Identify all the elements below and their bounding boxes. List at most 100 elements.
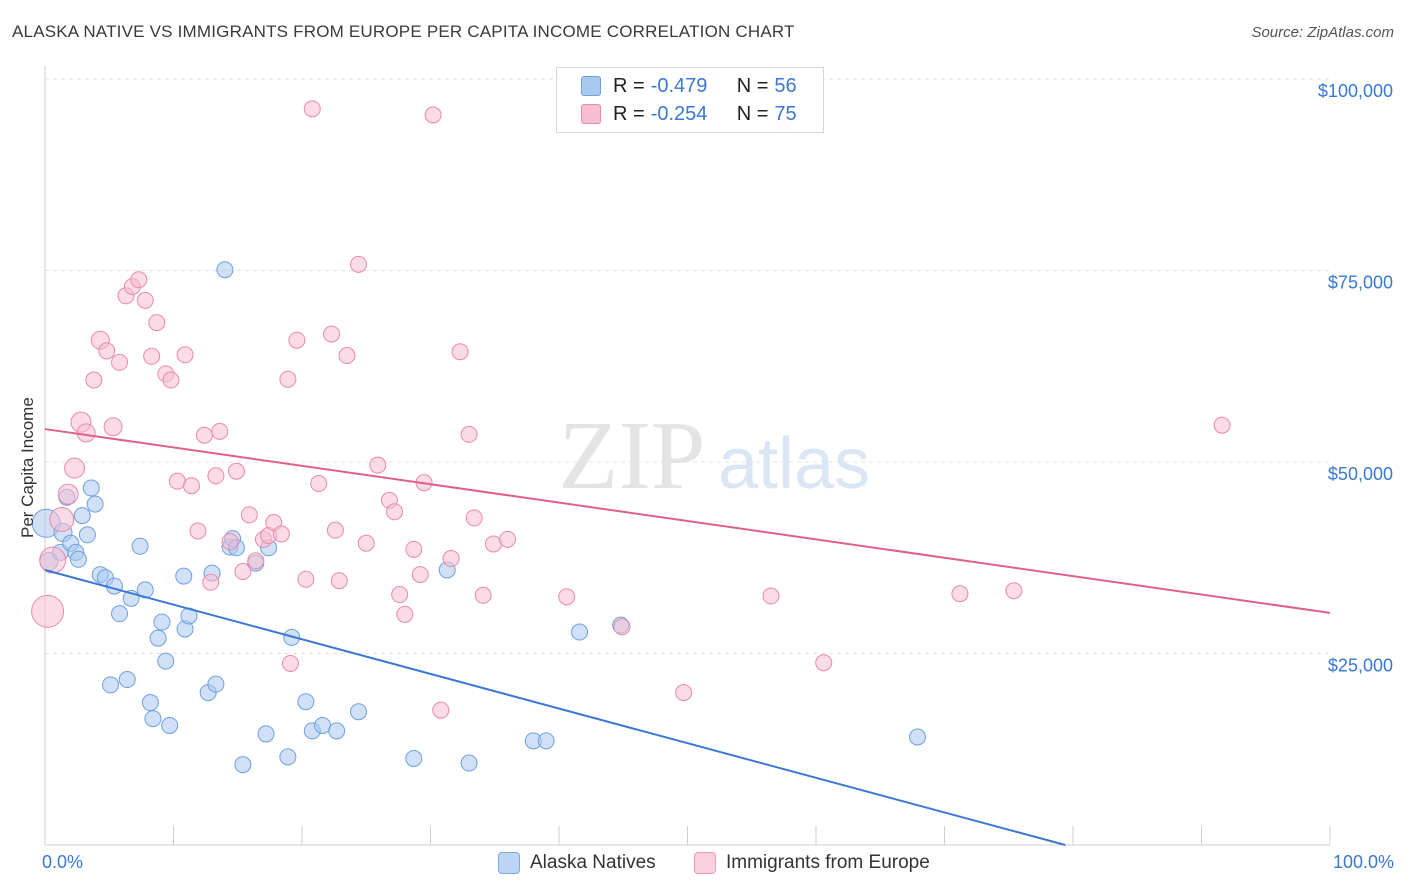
legend-item-immigrants-europe: Immigrants from Europe bbox=[694, 852, 930, 874]
point-series0-16 bbox=[111, 605, 129, 623]
point-series0-53 bbox=[571, 623, 589, 641]
y-tick-label-0: $25,000 bbox=[1328, 656, 1393, 676]
point-series0-14 bbox=[102, 676, 120, 694]
point-series0-32 bbox=[207, 675, 225, 693]
point-series1-19 bbox=[162, 371, 180, 389]
point-series0-7 bbox=[69, 550, 87, 568]
point-series0-55 bbox=[909, 728, 927, 746]
point-series1-43 bbox=[323, 325, 341, 343]
point-series0-48 bbox=[405, 749, 423, 767]
point-series0-19 bbox=[131, 537, 149, 555]
point-series1-60 bbox=[451, 343, 469, 361]
y-tick-label-2: $75,000 bbox=[1328, 273, 1393, 293]
point-series1-10 bbox=[103, 417, 123, 437]
point-series0-37 bbox=[234, 756, 252, 774]
point-series0-41 bbox=[279, 748, 297, 766]
point-series1-24 bbox=[195, 426, 213, 444]
watermark: ZIP atlas bbox=[559, 402, 871, 510]
point-series1-29 bbox=[227, 462, 245, 480]
legend-n-label: N = bbox=[736, 74, 769, 97]
point-series1-25 bbox=[202, 573, 220, 591]
point-series1-71 bbox=[951, 585, 969, 603]
point-series1-11 bbox=[111, 353, 129, 371]
point-series0-27 bbox=[175, 567, 193, 585]
y-tick-label-3: $100,000 bbox=[1318, 81, 1393, 101]
legend-r-label: R = bbox=[613, 74, 645, 97]
point-series1-62 bbox=[465, 509, 483, 527]
point-series1-39 bbox=[288, 331, 306, 349]
trend-line-series0 bbox=[44, 569, 1066, 846]
point-series1-63 bbox=[474, 586, 492, 604]
legend-r-value: -0.254 bbox=[650, 102, 708, 125]
point-series1-44 bbox=[326, 521, 344, 539]
point-series0-23 bbox=[149, 629, 167, 647]
point-series1-69 bbox=[762, 587, 780, 605]
point-series1-37 bbox=[279, 370, 297, 388]
point-series0-39 bbox=[257, 725, 275, 743]
trend-line-series1 bbox=[44, 428, 1331, 614]
legend-swatch-blue bbox=[498, 852, 520, 874]
point-series0-10 bbox=[82, 479, 100, 497]
point-series1-2 bbox=[49, 506, 75, 532]
point-series1-58 bbox=[432, 701, 450, 719]
point-series1-30 bbox=[234, 563, 252, 581]
point-series0-45 bbox=[314, 717, 332, 735]
y-tick-label-1: $50,000 bbox=[1328, 464, 1393, 484]
point-series1-17 bbox=[148, 314, 166, 332]
point-series1-31 bbox=[240, 506, 258, 524]
point-series1-6 bbox=[76, 423, 96, 443]
point-series0-21 bbox=[141, 694, 159, 712]
series-legend: Alaska Natives Immigrants from Europe bbox=[0, 852, 1406, 878]
y-axis-label: Per Capita Income bbox=[18, 397, 37, 538]
point-series1-68 bbox=[675, 684, 693, 702]
point-series0-52 bbox=[537, 732, 555, 750]
point-series1-38 bbox=[281, 654, 299, 672]
point-series0-47 bbox=[350, 703, 368, 721]
point-series1-47 bbox=[350, 255, 368, 273]
point-series1-9 bbox=[98, 342, 116, 360]
point-series0-26 bbox=[161, 717, 179, 735]
watermark-zip: ZIP bbox=[559, 402, 706, 510]
legend-row-alaska: R = -0.479 N = 56 bbox=[581, 72, 797, 100]
point-series1-52 bbox=[391, 586, 409, 604]
legend-label-immigrants-europe: Immigrants from Europe bbox=[726, 852, 930, 873]
point-series0-25 bbox=[157, 652, 175, 670]
legend-swatch-blue bbox=[581, 76, 601, 96]
point-series1-15 bbox=[136, 291, 154, 309]
point-series1-55 bbox=[411, 566, 429, 584]
legend-swatch-pink bbox=[694, 852, 716, 874]
point-series0-24 bbox=[153, 613, 171, 631]
point-series1-14 bbox=[130, 271, 148, 289]
point-series1-0 bbox=[31, 594, 65, 628]
legend-r-value: -0.479 bbox=[650, 74, 708, 97]
axes bbox=[44, 66, 1331, 846]
point-series1-49 bbox=[369, 456, 387, 474]
point-series1-65 bbox=[499, 530, 517, 548]
point-series1-67 bbox=[613, 618, 631, 636]
point-series0-8 bbox=[73, 507, 91, 525]
legend-r-label: R = bbox=[613, 102, 645, 125]
point-series1-26 bbox=[207, 467, 225, 485]
point-series0-50 bbox=[460, 754, 478, 772]
legend-n-value: 56 bbox=[774, 74, 797, 97]
point-series1-53 bbox=[396, 605, 414, 623]
legend-row-europe: R = -0.254 N = 75 bbox=[581, 100, 797, 128]
legend-label-alaska-natives: Alaska Natives bbox=[530, 852, 656, 873]
point-series1-70 bbox=[815, 654, 833, 672]
data-points bbox=[31, 100, 1231, 774]
y-tick-labels: $25,000 $50,000 $75,000 $100,000 bbox=[1318, 81, 1393, 676]
point-series1-41 bbox=[303, 100, 321, 118]
point-series1-51 bbox=[386, 503, 404, 521]
trend-lines bbox=[44, 428, 1331, 846]
point-series1-64 bbox=[484, 535, 502, 553]
point-series1-27 bbox=[211, 422, 229, 440]
point-series1-21 bbox=[176, 346, 194, 364]
legend-n-label: N = bbox=[736, 102, 769, 125]
point-series0-33 bbox=[216, 261, 234, 279]
point-series1-32 bbox=[247, 552, 265, 570]
point-series1-4 bbox=[64, 457, 86, 479]
point-series1-40 bbox=[297, 570, 315, 588]
point-series0-15 bbox=[105, 577, 123, 595]
stats-legend: R = -0.479 N = 56 R = -0.254 N = 75 bbox=[556, 67, 824, 133]
